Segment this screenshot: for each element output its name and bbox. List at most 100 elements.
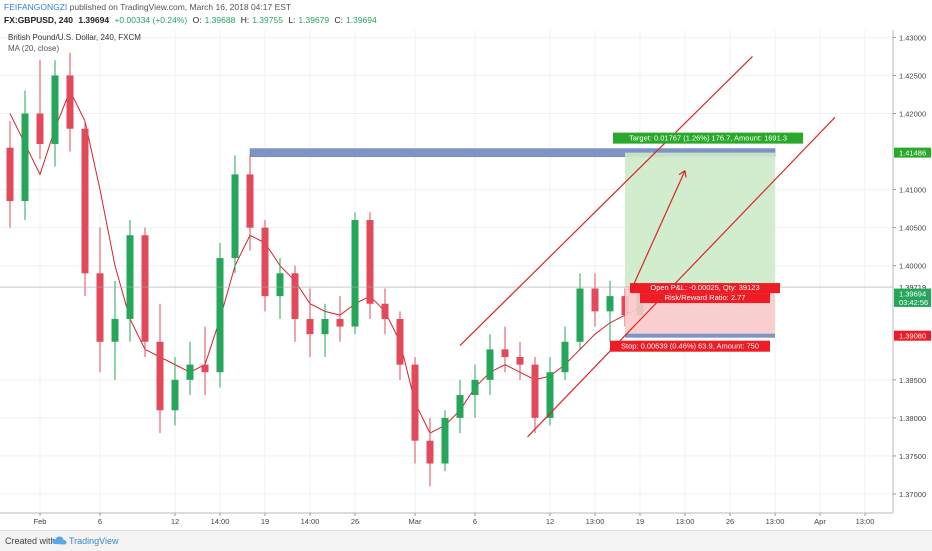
tradingview-brand[interactable]: TradingView	[69, 536, 119, 546]
price-tick-label: 1.42000	[899, 110, 926, 119]
pnl-label: Open P&L: -0.00025, Qty: 39123	[650, 283, 759, 292]
price-tick-label: 1.40500	[899, 224, 926, 233]
candle-body	[36, 113, 44, 144]
stop-level-bar[interactable]	[625, 333, 775, 338]
tradingview-cloud-icon[interactable]	[52, 535, 67, 546]
symbol-label[interactable]: FX:GBPUSD, 240	[4, 15, 73, 25]
candle-body	[171, 379, 179, 411]
open-value: 1.39688	[204, 15, 236, 25]
channel-upper-line[interactable]	[459, 56, 753, 347]
candlestick-series	[6, 52, 644, 487]
price-tick-label: 1.41000	[899, 186, 926, 195]
price-tag-stop-bg	[894, 330, 931, 341]
time-tick-label: 12	[546, 517, 554, 526]
candle-body	[426, 440, 434, 464]
candle-body	[546, 372, 554, 418]
price-tag-entry: 1.39719	[899, 283, 926, 292]
price-tag-target-bg	[894, 147, 931, 158]
candle-body	[96, 273, 104, 342]
candle-body	[126, 235, 134, 319]
instrument-legend[interactable]: British Pound/U.S. Dollar, 240, FXCM	[8, 33, 141, 42]
time-tick-label: 13:00	[586, 517, 605, 526]
price-tick-label: 1.38000	[899, 414, 926, 423]
price-tag-countdown: 03:42:56	[899, 298, 928, 307]
price-tick-label: 1.38500	[899, 376, 926, 385]
projection-arrowhead	[678, 170, 687, 178]
candle-body	[246, 174, 254, 228]
candle-body	[141, 235, 149, 342]
candle-body	[306, 318, 314, 335]
candle-body	[186, 364, 194, 380]
time-tick-label: 14:00	[211, 517, 230, 526]
candle-body	[156, 341, 164, 411]
stop-label-bg	[610, 340, 770, 352]
time-tick-label: 13:00	[766, 517, 785, 526]
author-link[interactable]: FEIFANGONGZI	[4, 2, 68, 12]
risk-reward-label: Risk/Reward Ratio: 2.77	[665, 293, 746, 302]
pnl-label-bg	[630, 283, 780, 294]
target-label: Target: 0.01767 (1.26%) 176.7, Amount: 1…	[629, 134, 787, 143]
candle-body	[351, 220, 359, 327]
price-axis-bg	[893, 26, 932, 513]
footer-bar: Created with TradingView	[0, 530, 932, 551]
candle-body	[366, 220, 374, 304]
publish-header: FEIFANGONGZI published on TradingView.co…	[0, 0, 932, 30]
candle-body	[456, 395, 464, 418]
candle-body	[501, 349, 509, 358]
price-tag-stop: 1.39080	[899, 332, 926, 341]
time-tick-label: 12	[171, 517, 179, 526]
candle-body	[321, 318, 329, 335]
high-label: H:	[240, 15, 250, 25]
candle-body	[516, 357, 524, 365]
candle-body	[411, 364, 419, 441]
candle-body	[561, 341, 569, 373]
candle-body	[606, 296, 614, 312]
candle-body	[66, 75, 74, 129]
candle-body	[471, 379, 479, 396]
channel-lower-line[interactable]	[527, 116, 836, 438]
candle-body	[486, 349, 494, 380]
price-tick-label: 1.43000	[899, 33, 926, 42]
candle-body	[21, 113, 29, 202]
time-tick-label: Apr	[814, 517, 826, 526]
low-value: 1.39679	[298, 15, 330, 25]
time-tick-label: 13:00	[676, 517, 695, 526]
price-tick-label: 1.37500	[899, 452, 926, 461]
created-with-text: Created with	[5, 536, 56, 546]
time-tick-label: Feb	[34, 517, 47, 526]
candle-body	[381, 303, 389, 319]
price-tick-label: 1.40000	[899, 262, 926, 271]
risk-reward-label-bg	[640, 293, 770, 304]
target-label-bg	[613, 132, 803, 144]
time-tick-label: 13:00	[856, 517, 875, 526]
stop-label: Stop: 0.00639 (0.46%) 63.9, Amount: 750	[621, 342, 759, 351]
candle-body	[291, 273, 299, 319]
price-tick-label: 1.42500	[899, 71, 926, 80]
projection-arrow-line[interactable]	[631, 170, 686, 288]
price-change: +0.00334 (+0.24%)	[114, 15, 188, 25]
price-tag-current: 1.39694	[899, 290, 926, 299]
close-value: 1.39694	[346, 15, 377, 25]
time-tick-label: 6	[473, 517, 477, 526]
candle-body	[441, 417, 449, 464]
price-axis[interactable]: 1.43000 1.42500 1.42000 1.41000 1.40500 1.400…	[892, 26, 932, 513]
trade-labels: Target: 0.01767 (1.26%) 176.7, Amount: 1…	[610, 132, 803, 352]
candle-body	[51, 75, 59, 144]
publish-info: published on TradingView.com, March 16, …	[69, 2, 292, 12]
candle-body	[261, 227, 269, 297]
time-tick-label: 19	[261, 517, 269, 526]
target-zone[interactable]	[625, 152, 775, 288]
low-label: L:	[288, 15, 296, 25]
candle-body	[336, 318, 344, 327]
time-tick-label: 26	[726, 517, 734, 526]
candle-body	[216, 258, 224, 373]
indicator-legend[interactable]: MA (20, close)	[8, 44, 60, 53]
candle-body	[81, 128, 89, 274]
time-tick-label: 14:00	[301, 517, 320, 526]
time-tick-label: 6	[98, 517, 102, 526]
price-tag-target: 1.41486	[899, 149, 926, 158]
candle-body	[231, 174, 239, 259]
candle-body	[6, 147, 14, 202]
time-axis[interactable]: Feb 6 12 14:00 19 14:00 26 Mar 6 12 13:00 19 13:00 26…	[0, 512, 893, 526]
